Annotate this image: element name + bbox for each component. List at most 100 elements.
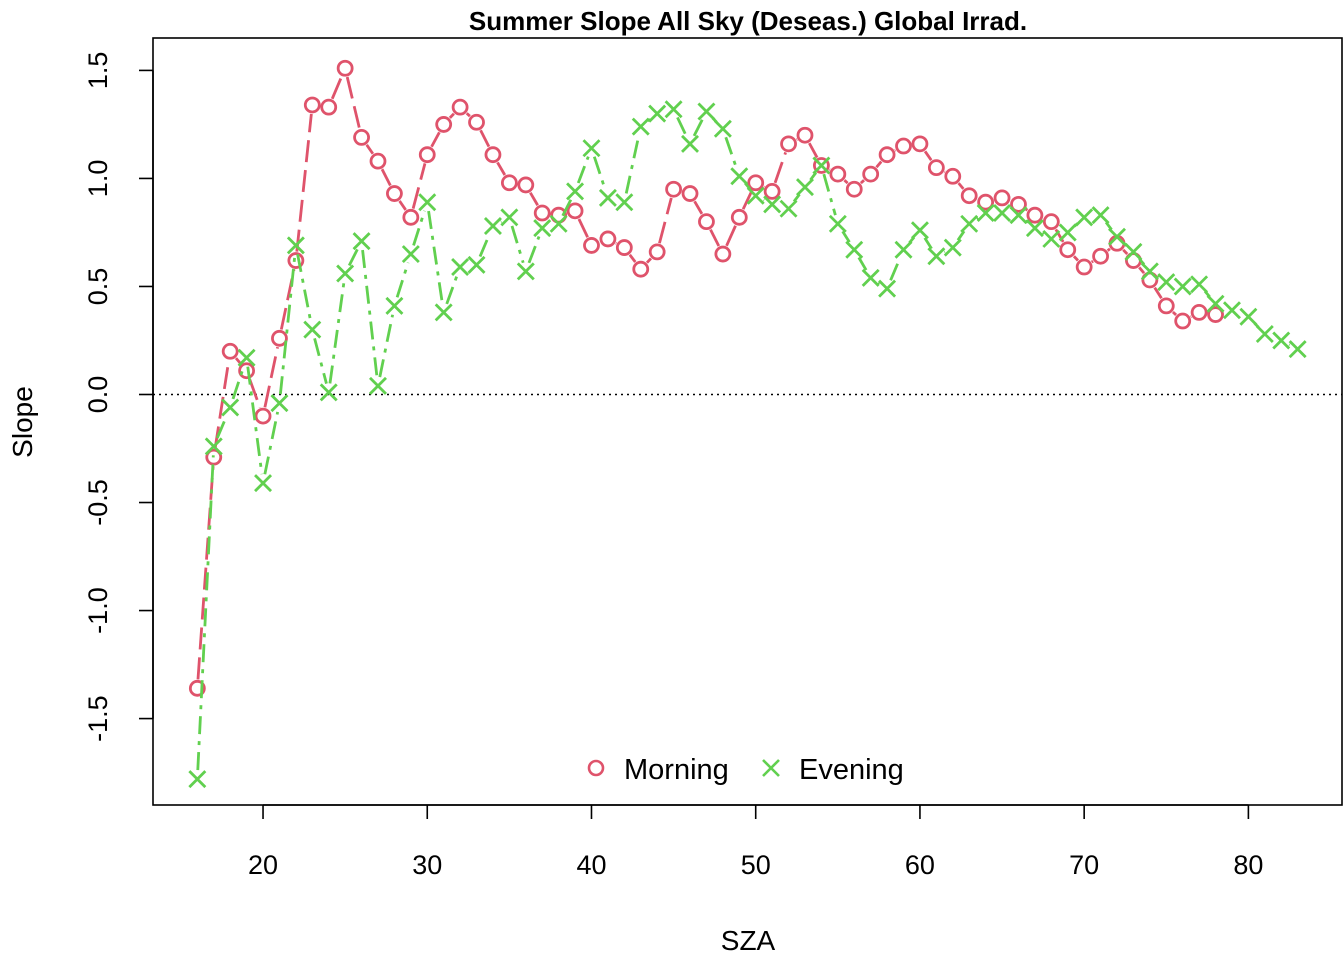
data-point <box>730 167 749 186</box>
data-point <box>895 137 912 155</box>
series-segment <box>592 156 607 190</box>
series-segment <box>577 218 589 238</box>
data-point <box>845 180 863 198</box>
series-segment <box>724 136 738 169</box>
data-point <box>796 126 814 144</box>
data-point <box>566 182 585 201</box>
data-point <box>779 199 798 218</box>
data-point <box>1288 340 1307 359</box>
x-tick-label: 70 <box>1069 850 1099 880</box>
data-point <box>517 176 535 194</box>
data-point <box>631 117 650 136</box>
data-point <box>1042 213 1060 231</box>
data-point <box>483 216 502 235</box>
data-point <box>993 189 1011 207</box>
data-point <box>1239 307 1258 326</box>
data-point <box>648 104 667 123</box>
data-point <box>615 193 634 212</box>
data-point <box>369 152 387 170</box>
series-segment <box>527 236 541 264</box>
x-tick-label: 20 <box>248 850 278 880</box>
data-point <box>353 128 370 146</box>
data-point <box>1026 206 1044 224</box>
legend: Morning Evening <box>587 754 904 786</box>
data-point <box>320 98 338 116</box>
x-tick-label: 60 <box>905 850 935 880</box>
series-segment <box>843 179 849 185</box>
data-point <box>1157 273 1176 292</box>
data-point <box>977 193 995 211</box>
data-point <box>1140 262 1159 281</box>
data-point <box>894 240 913 259</box>
data-point <box>402 208 420 226</box>
series-segment <box>676 116 688 137</box>
data-point <box>435 116 453 133</box>
series-segment <box>213 359 231 449</box>
data-point <box>287 252 305 269</box>
data-point <box>352 232 371 251</box>
series-segment <box>365 143 375 155</box>
series-segment <box>1122 248 1129 255</box>
series-segment <box>231 365 246 400</box>
series-segment <box>889 257 902 281</box>
y-tick-label: -1.0 <box>83 587 113 634</box>
data-point <box>516 262 535 281</box>
data-point <box>862 165 880 183</box>
series-segment <box>427 210 444 304</box>
data-point <box>484 146 502 164</box>
data-point <box>221 342 239 360</box>
data-point <box>1207 306 1224 323</box>
series-segment <box>841 230 851 243</box>
series-segment <box>412 210 426 246</box>
data-point <box>1190 303 1208 321</box>
data-point <box>730 208 748 226</box>
data-point <box>960 214 979 233</box>
series-segment <box>923 237 933 250</box>
data-point <box>303 96 321 114</box>
legend-evening-label: Evening <box>799 754 904 786</box>
series-segment <box>510 225 525 264</box>
series-segment <box>1104 221 1113 231</box>
legend-evening-marker <box>762 759 780 777</box>
series-segment <box>380 168 392 187</box>
series-layer <box>188 59 1307 789</box>
data-point <box>319 383 338 402</box>
data-point <box>795 178 814 197</box>
series-segment <box>263 346 279 408</box>
series-segment <box>478 233 491 258</box>
data-point <box>500 208 519 227</box>
series-segment <box>411 163 427 209</box>
series-segment <box>1153 286 1163 300</box>
series-segment <box>445 275 459 305</box>
plot-frame <box>152 37 1343 806</box>
series-segment <box>246 366 264 475</box>
data-point <box>1206 294 1225 313</box>
series-segment <box>330 75 343 100</box>
data-point <box>960 187 978 205</box>
data-point <box>1009 206 1028 225</box>
data-point <box>681 185 699 202</box>
series-morning <box>188 59 1224 697</box>
series-evening <box>188 100 1307 789</box>
data-point <box>861 268 880 287</box>
series-segment <box>345 76 361 129</box>
data-point <box>418 146 436 164</box>
data-point <box>1025 219 1044 238</box>
data-point <box>188 679 206 697</box>
series-segment <box>313 338 328 384</box>
series-segment <box>576 156 590 184</box>
series-segment <box>628 253 637 263</box>
data-point <box>664 100 683 119</box>
series-segment <box>877 281 881 285</box>
y-tick-label: 1.0 <box>83 160 113 198</box>
series-segment <box>1041 231 1045 236</box>
series-segment <box>693 200 704 215</box>
legend-morning-label: Morning <box>624 754 729 786</box>
data-point <box>1091 206 1110 225</box>
data-point <box>468 113 485 131</box>
data-point <box>993 204 1012 222</box>
series-segment <box>822 173 837 216</box>
series-segment <box>263 411 280 475</box>
data-point <box>911 135 929 153</box>
data-point <box>943 238 962 257</box>
